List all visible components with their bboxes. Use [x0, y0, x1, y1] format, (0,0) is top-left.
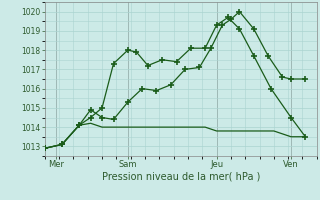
- X-axis label: Pression niveau de la mer( hPa ): Pression niveau de la mer( hPa ): [102, 172, 260, 182]
